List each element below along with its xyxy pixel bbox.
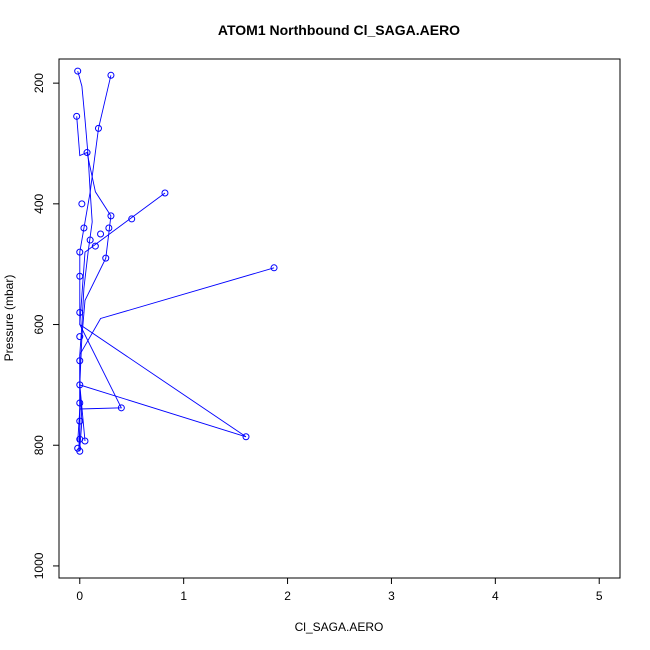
data-point bbox=[76, 381, 84, 389]
y-tick-label: 400 bbox=[32, 194, 46, 214]
data-point bbox=[94, 124, 102, 132]
plot-lines bbox=[76, 70, 275, 452]
data-point bbox=[107, 71, 115, 79]
x-tick-label: 1 bbox=[180, 589, 187, 603]
data-point bbox=[117, 404, 125, 412]
data-point bbox=[74, 67, 82, 75]
data-point bbox=[83, 149, 91, 157]
x-tick-label: 3 bbox=[388, 589, 395, 603]
x-tick-label: 4 bbox=[492, 589, 499, 603]
series-line bbox=[79, 267, 275, 452]
data-point bbox=[270, 264, 278, 272]
data-point bbox=[76, 308, 84, 316]
data-point bbox=[73, 112, 81, 120]
data-point bbox=[78, 200, 86, 208]
data-point bbox=[97, 230, 105, 238]
x-tick-label: 5 bbox=[596, 589, 603, 603]
x-tick-label: 0 bbox=[76, 589, 83, 603]
data-point bbox=[76, 272, 84, 280]
data-point bbox=[76, 447, 84, 455]
y-tick-label: 1000 bbox=[32, 552, 46, 579]
chart-title: ATOM1 Northbound Cl_SAGA.AERO bbox=[218, 22, 460, 38]
y-tick-label: 800 bbox=[32, 435, 46, 455]
plot-markers bbox=[73, 67, 278, 455]
data-point bbox=[76, 248, 84, 256]
data-point bbox=[102, 254, 110, 262]
data-point bbox=[76, 435, 84, 443]
x-tick-label: 2 bbox=[284, 589, 291, 603]
x-axis: 0 1 2 3 4 5 bbox=[76, 578, 603, 603]
data-point bbox=[80, 224, 88, 232]
y-axis: 200 400 600 800 1000 bbox=[32, 73, 59, 579]
data-point bbox=[76, 357, 84, 365]
y-axis-label: Pressure (mbar) bbox=[2, 275, 16, 362]
data-point bbox=[105, 224, 113, 232]
data-point bbox=[128, 215, 136, 223]
x-axis-label: Cl_SAGA.AERO bbox=[295, 620, 384, 634]
data-point bbox=[76, 399, 84, 407]
data-point bbox=[107, 212, 115, 220]
data-point bbox=[242, 433, 250, 441]
data-point bbox=[76, 333, 84, 341]
data-point bbox=[161, 189, 169, 197]
y-tick-label: 600 bbox=[32, 314, 46, 334]
series-line bbox=[79, 192, 247, 442]
data-point bbox=[76, 417, 84, 425]
data-point bbox=[91, 242, 99, 250]
data-point bbox=[86, 236, 94, 244]
series-line bbox=[77, 75, 123, 443]
y-tick-label: 200 bbox=[32, 73, 46, 93]
plot-frame bbox=[58, 58, 621, 579]
